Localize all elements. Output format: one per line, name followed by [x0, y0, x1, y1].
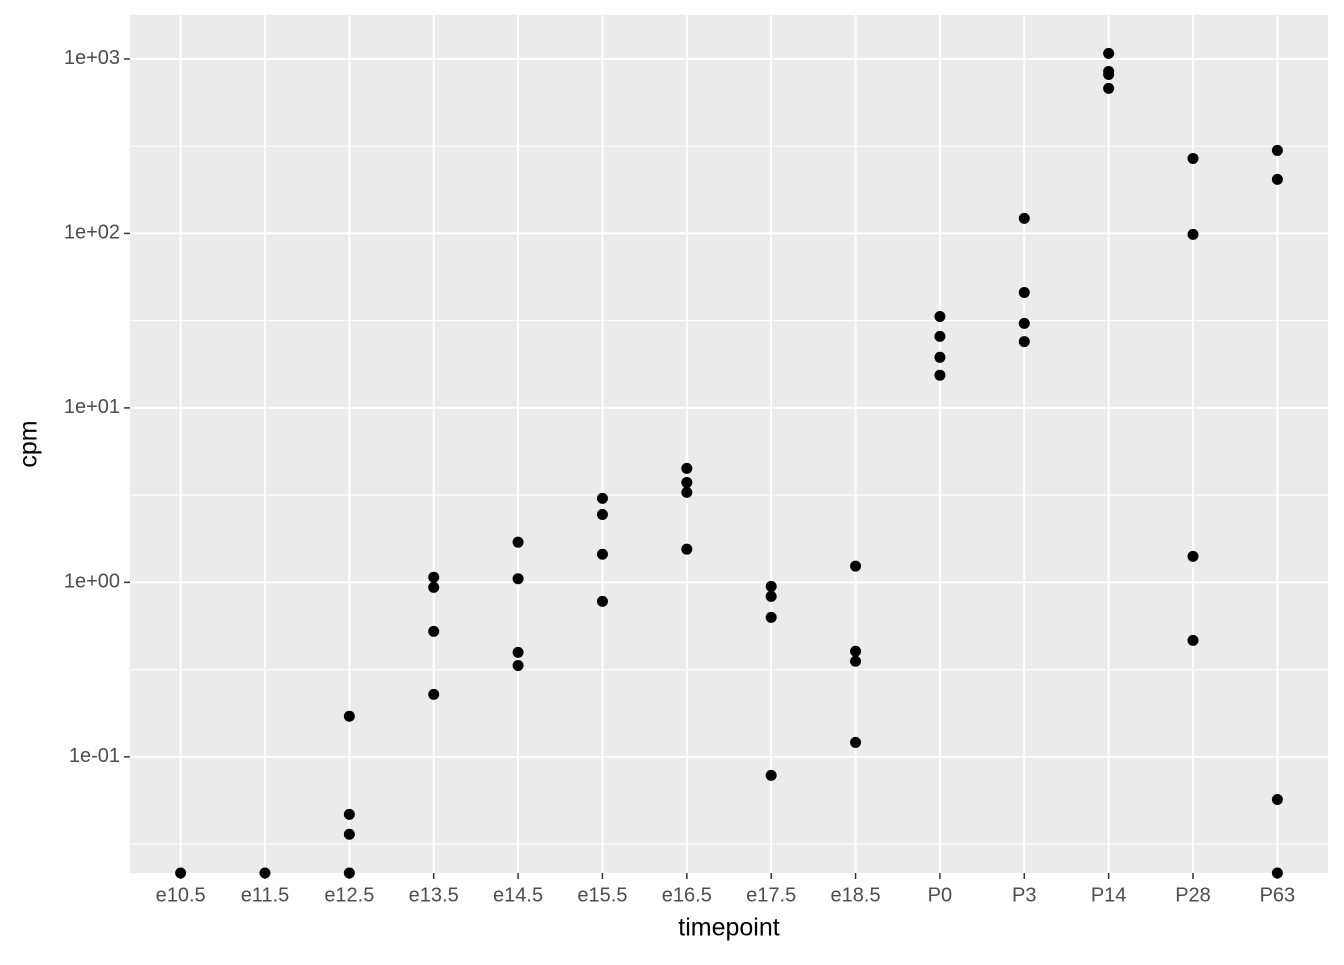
x-tick-label: e15.5 [577, 884, 627, 906]
point [597, 509, 608, 520]
point [681, 477, 692, 488]
x-tick-label: e10.5 [156, 884, 206, 906]
point [850, 656, 861, 667]
point [1103, 69, 1114, 80]
point [597, 549, 608, 560]
point [850, 737, 861, 748]
point [428, 572, 439, 583]
point [1272, 145, 1283, 156]
x-tick-label: e17.5 [746, 884, 796, 906]
x-tick-label: e18.5 [831, 884, 881, 906]
point [766, 591, 777, 602]
point [513, 647, 524, 658]
y-tick-label: 1e+00 [64, 571, 120, 593]
point [513, 660, 524, 671]
point [344, 711, 355, 722]
point [1272, 868, 1283, 879]
x-tick-label: e11.5 [241, 884, 290, 906]
point [344, 868, 355, 879]
point [344, 829, 355, 840]
point [766, 612, 777, 623]
point [681, 463, 692, 474]
point [681, 487, 692, 498]
x-tick-label: P3 [1012, 884, 1036, 906]
point [934, 370, 945, 381]
x-tick-label: P28 [1175, 884, 1211, 906]
panel [130, 15, 1328, 873]
y-tick-label: 1e+01 [64, 396, 120, 418]
point [681, 544, 692, 555]
point [597, 596, 608, 607]
x-tick-label: e16.5 [662, 884, 712, 906]
point [1103, 48, 1114, 59]
point [597, 493, 608, 504]
point [175, 868, 186, 879]
x-tick-label: e12.5 [324, 884, 374, 906]
y-tick-label: 1e+03 [64, 47, 120, 69]
point [1019, 213, 1030, 224]
point [850, 646, 861, 657]
point [513, 537, 524, 548]
y-tick-label: 1e+02 [64, 222, 120, 244]
point [1019, 336, 1030, 347]
x-axis-title: timepoint [678, 914, 779, 942]
point [259, 868, 270, 879]
point [766, 770, 777, 781]
point [1188, 551, 1199, 562]
y-axis-title: cpm [15, 420, 43, 467]
point [513, 573, 524, 584]
x-tick-label: P0 [928, 884, 952, 906]
point [1019, 287, 1030, 298]
point [1188, 635, 1199, 646]
point [1103, 83, 1114, 94]
point [1272, 174, 1283, 185]
point [344, 809, 355, 820]
point [428, 626, 439, 637]
point [1188, 153, 1199, 164]
point [850, 561, 861, 572]
y-tick-label: 1e-01 [69, 745, 120, 767]
point [1019, 318, 1030, 329]
point [934, 331, 945, 342]
point [1188, 229, 1199, 240]
point [428, 689, 439, 700]
point [934, 311, 945, 322]
point [934, 352, 945, 363]
x-tick-label: P14 [1091, 884, 1127, 906]
point [766, 581, 777, 592]
x-tick-label: e13.5 [409, 884, 459, 906]
x-tick-label: e14.5 [493, 884, 543, 906]
point [1272, 794, 1283, 805]
point [428, 582, 439, 593]
x-tick-label: P63 [1260, 884, 1296, 906]
